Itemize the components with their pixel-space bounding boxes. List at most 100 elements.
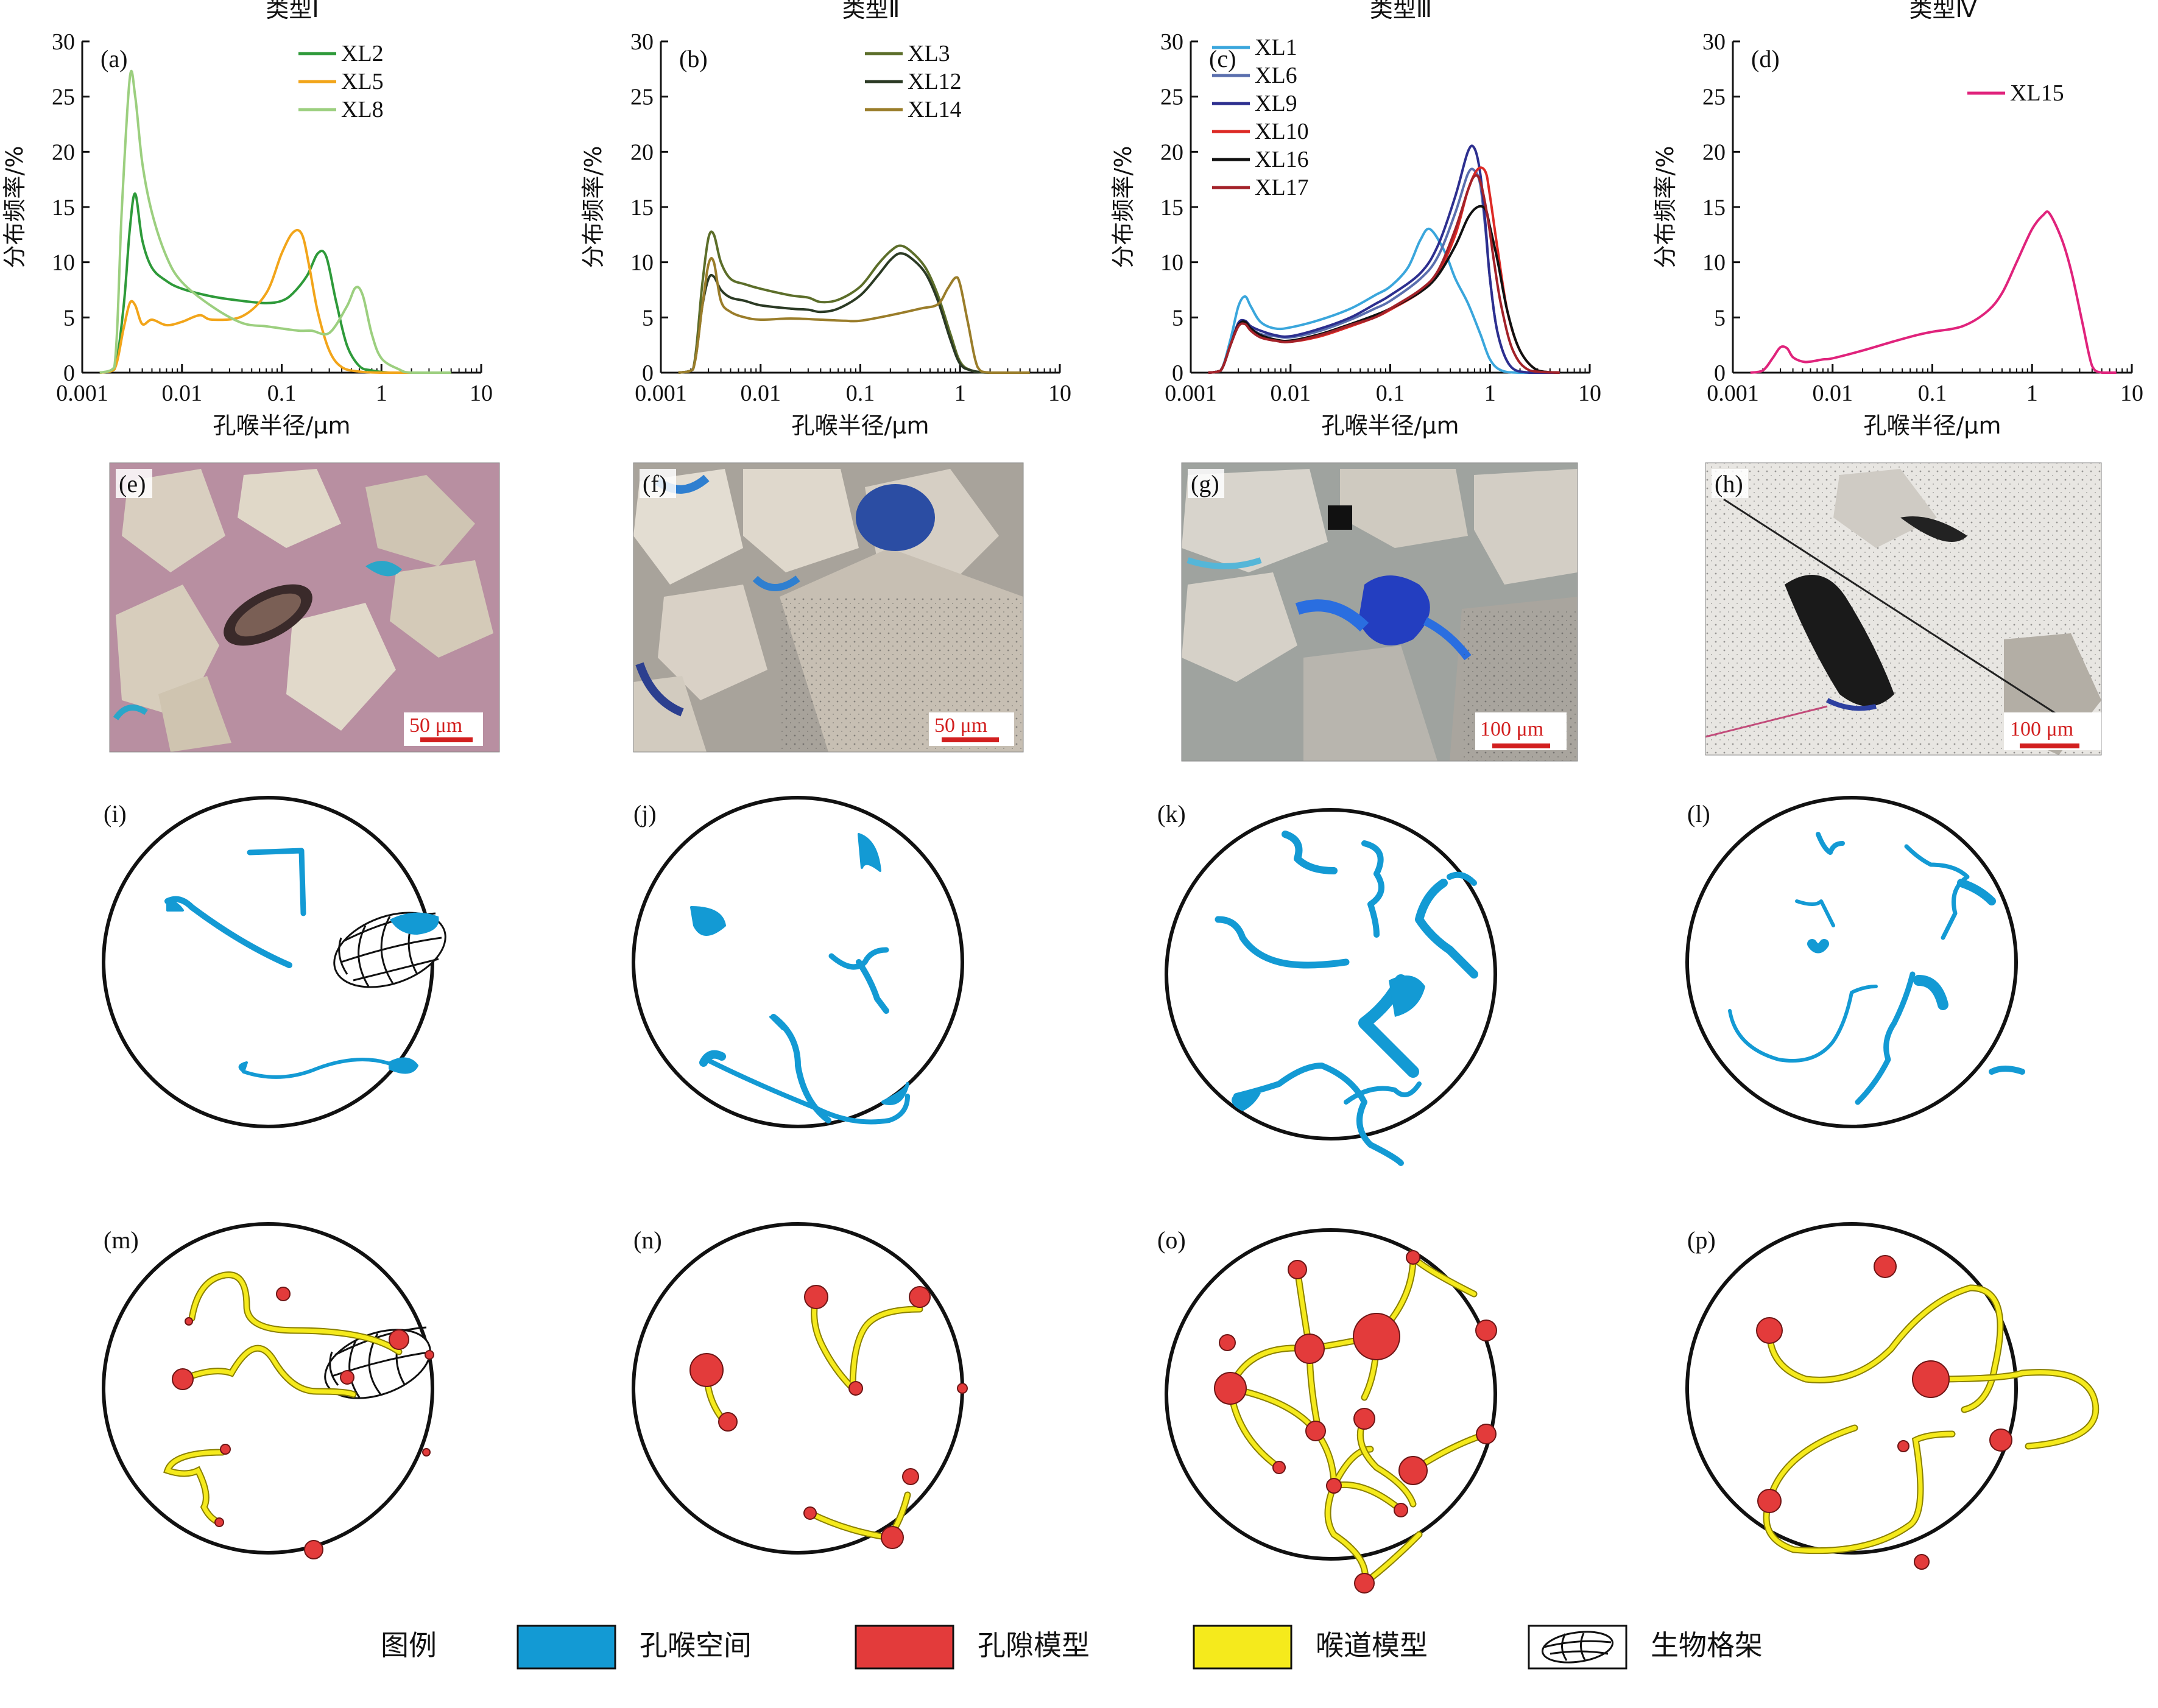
- x-tick-label: 10: [470, 381, 493, 406]
- legend-swatch-throat-model: [1193, 1625, 1292, 1670]
- pore-circle-j: [632, 796, 964, 1128]
- photo-h: [1705, 463, 2101, 755]
- pore-space-i: [164, 848, 418, 1079]
- throat-model: [1325, 1483, 1422, 1589]
- x-tick-label: 10: [1578, 381, 1601, 406]
- pore-model: [1326, 1478, 1342, 1494]
- legend-title: 图例: [381, 1629, 437, 1662]
- pore-model: [304, 1540, 323, 1559]
- y-tick-label: 0: [1714, 360, 1726, 386]
- series-line-XL2: [99, 192, 451, 374]
- x-tick-label: 0.001: [635, 381, 687, 406]
- throat-model: [189, 1273, 401, 1354]
- chart-title: 类型Ⅰ: [266, 0, 319, 23]
- legend-swatch-pore-model: [855, 1625, 954, 1670]
- panel-label: (a): [100, 45, 127, 72]
- model-circle-o: [1165, 1228, 1497, 1561]
- model-panel-label-m: (m): [104, 1226, 139, 1254]
- x-tick-label: 1: [954, 381, 966, 406]
- legend-entry-XL6: XL6: [1255, 63, 1297, 88]
- pore-model: [1475, 1320, 1497, 1341]
- x-tick-label: 0.1: [1918, 381, 1947, 406]
- pore-throat-models: (m) (n) (o) (p): [102, 1222, 2100, 1594]
- photo-g: [1182, 463, 1578, 761]
- y-tick-label: 10: [1160, 250, 1183, 276]
- x-tick-label: 1: [376, 381, 387, 406]
- throat-model: [1767, 1425, 1857, 1503]
- legend-entry-XL1: XL1: [1255, 35, 1297, 60]
- x-tick-label: 0.1: [846, 381, 875, 406]
- legend-entry-XL10: XL10: [1255, 119, 1309, 144]
- throat-model: [1358, 1416, 1416, 1506]
- pore-space-j: [690, 833, 910, 1125]
- pore-model: [340, 1370, 354, 1385]
- pore-model: [1756, 1317, 1783, 1344]
- chart-title: 类型Ⅱ: [842, 0, 900, 23]
- x-tick-label: 0.001: [56, 381, 108, 406]
- x-tick-label: 1: [1484, 381, 1496, 406]
- pore-model: [1897, 1440, 1909, 1452]
- model-panel-label-o: (o): [1157, 1226, 1186, 1254]
- throat-model: [812, 1295, 922, 1394]
- legend-entry-XL17: XL17: [1255, 175, 1309, 200]
- y-tick-label: 0: [1172, 360, 1183, 386]
- series-line-XL15: [1750, 210, 2117, 374]
- x-tick-label: 0.001: [1707, 381, 1759, 406]
- legend-label-throat-model: 喉道模型: [1316, 1629, 1428, 1662]
- y-tick-label: 15: [52, 195, 75, 220]
- pore-model: [804, 1285, 828, 1309]
- throat-model: [1767, 1285, 2003, 1412]
- y-tick-label: 30: [1160, 29, 1183, 55]
- legend-label-bio-frame: 生物格架: [1651, 1629, 1763, 1662]
- legend-entry-XL14: XL14: [908, 97, 962, 122]
- pore-model: [1914, 1554, 1930, 1570]
- y-tick-label: 20: [630, 139, 654, 165]
- x-tick-label: 0.01: [741, 381, 781, 406]
- y-tick-label: 30: [630, 29, 654, 55]
- pore-model: [1272, 1461, 1286, 1474]
- y-tick-label: 0: [642, 360, 654, 386]
- thin-section-photos: [109, 462, 2102, 762]
- throat-model: [164, 1450, 225, 1525]
- model-panel-label-p: (p): [1687, 1226, 1716, 1254]
- y-axis-label: 分布频率/%: [580, 146, 607, 269]
- chart-title: 类型Ⅳ: [1909, 0, 1976, 23]
- pore-model: [1353, 1408, 1375, 1430]
- pore-model: [1874, 1255, 1897, 1278]
- throat-model: [1928, 1370, 2098, 1449]
- y-tick-label: 30: [52, 29, 75, 55]
- pore-model: [1219, 1334, 1236, 1351]
- pore-model: [1353, 1313, 1400, 1360]
- pore-circle-l: [1685, 796, 2018, 1128]
- y-tick-label: 20: [52, 139, 75, 165]
- throat-outline: [1766, 1424, 1858, 1505]
- pore-model: [848, 1381, 863, 1396]
- pore-model: [957, 1383, 968, 1394]
- pore-panel-label-j: (j): [633, 800, 657, 828]
- throat-models-m: [163, 1271, 403, 1526]
- legend-label-pore-space: 孔喉空间: [640, 1629, 752, 1662]
- legend-entry-XL16: XL16: [1255, 147, 1309, 172]
- pore-model: [1989, 1429, 2012, 1452]
- throat-outline: [1324, 1482, 1423, 1592]
- pore-space-l: [1728, 832, 2025, 1105]
- x-axis-label: 孔喉半径/μm: [213, 412, 351, 439]
- pore-model: [1305, 1421, 1326, 1441]
- model-panel-label-n: (n): [633, 1226, 662, 1254]
- pore-space-sketches: (i) (j): [102, 796, 2025, 1166]
- pore-models-m: [172, 1287, 434, 1559]
- pore-model: [389, 1329, 409, 1350]
- series-line-XL5: [99, 228, 451, 374]
- pore-model: [1476, 1424, 1497, 1444]
- photo-e: [110, 463, 499, 752]
- y-tick-label: 20: [1702, 139, 1726, 165]
- y-axis-label: 分布频率/%: [1, 146, 28, 269]
- y-tick-label: 30: [1702, 29, 1726, 55]
- scale-bar-label-g: 100 μm: [1480, 718, 1543, 740]
- y-tick-label: 25: [52, 85, 75, 110]
- y-tick-label: 5: [642, 305, 654, 331]
- x-tick-label: 0.1: [267, 381, 297, 406]
- y-tick-label: 15: [630, 195, 654, 220]
- panel-label: (c): [1209, 45, 1236, 72]
- pore-model: [718, 1412, 738, 1432]
